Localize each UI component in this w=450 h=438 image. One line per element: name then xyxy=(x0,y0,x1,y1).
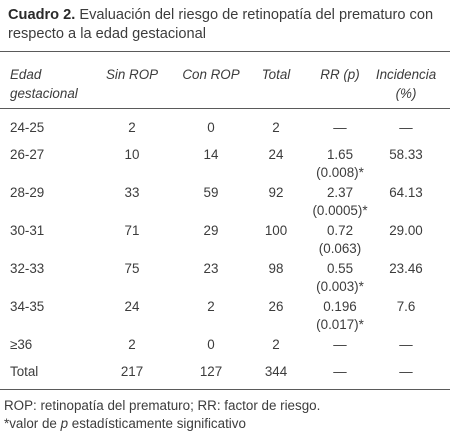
table-header-rule xyxy=(0,108,450,109)
row-rr-p: (0.008)* xyxy=(316,165,364,180)
header-edad-line1: Edad xyxy=(10,67,42,82)
row-con-rop: 59 xyxy=(203,185,219,200)
row-edad: 28-29 xyxy=(10,185,45,200)
row-con-rop: 0 xyxy=(207,120,215,135)
footnote-abbreviations: ROP: retinopatía del prematuro; RR: fact… xyxy=(4,398,321,413)
row-rr: — xyxy=(333,120,347,135)
row-sin-rop: 10 xyxy=(124,147,140,162)
row-total: 2 xyxy=(272,337,280,352)
table-top-rule xyxy=(0,51,450,52)
caption-text-line2: respecto a la edad gestacional xyxy=(8,26,206,42)
header-incidencia-line1: Incidencia xyxy=(375,67,437,82)
row-total: 92 xyxy=(268,185,284,200)
row-incidencia: — xyxy=(399,364,413,379)
header-rr: RR (p) xyxy=(320,67,360,82)
row-sin-rop: 71 xyxy=(124,223,140,238)
row-total: 26 xyxy=(268,299,284,314)
row-sin-rop: 217 xyxy=(120,364,144,379)
footnote-significance: *valor de p estadísticamente significati… xyxy=(4,415,246,433)
row-rr: 0.196 xyxy=(323,299,357,314)
row-con-rop: 29 xyxy=(203,223,219,238)
row-con-rop: 23 xyxy=(203,261,219,276)
row-rr: 0.72 xyxy=(326,223,354,238)
row-sin-rop: 24 xyxy=(124,299,140,314)
header-edad-line2: gestacional xyxy=(10,86,78,101)
table-caption: Cuadro 2. Evaluación del riesgo de retin… xyxy=(8,6,448,44)
row-edad: 30-31 xyxy=(10,223,45,238)
row-rr: 1.65 xyxy=(326,147,354,162)
row-incidencia: 23.46 xyxy=(389,261,423,276)
row-incidencia: 29.00 xyxy=(389,223,423,238)
row-rr: 2.37 xyxy=(326,185,354,200)
footnote-suffix: estadísticamente significativo xyxy=(68,416,246,431)
row-total: 98 xyxy=(268,261,284,276)
row-rr: — xyxy=(333,337,347,352)
caption-label: Cuadro 2. xyxy=(8,7,76,23)
row-total: 344 xyxy=(264,364,288,379)
row-rr-p: (0.003)* xyxy=(316,279,364,294)
header-total: Total xyxy=(261,67,291,82)
row-con-rop: 127 xyxy=(199,364,223,379)
row-con-rop: 0 xyxy=(207,337,215,352)
row-incidencia: 58.33 xyxy=(389,147,423,162)
row-rr: — xyxy=(333,364,347,379)
row-rr-p: (0.0005)* xyxy=(312,203,368,218)
row-rr-p: (0.063) xyxy=(318,241,362,256)
row-incidencia: 64.13 xyxy=(389,185,423,200)
row-edad: 32-33 xyxy=(10,261,45,276)
header-con-rop: Con ROP xyxy=(182,67,240,82)
row-edad: 26-27 xyxy=(10,147,45,162)
row-sin-rop: 75 xyxy=(124,261,140,276)
row-incidencia: — xyxy=(399,337,413,352)
row-sin-rop: 33 xyxy=(124,185,140,200)
caption-text-line1: Evaluación del riesgo de retinopatía del… xyxy=(75,7,434,23)
header-incidencia-line2: (%) xyxy=(395,86,417,101)
footnote-p-variable: p xyxy=(60,416,69,431)
row-rr: 0.55 xyxy=(326,261,354,276)
footnote-prefix: *valor de xyxy=(4,416,61,431)
table-bottom-rule xyxy=(0,389,450,390)
row-edad: Total xyxy=(10,364,39,379)
row-total: 24 xyxy=(268,147,284,162)
row-edad: 24-25 xyxy=(10,120,45,135)
row-incidencia: — xyxy=(399,120,413,135)
row-rr-p: (0.017)* xyxy=(316,317,364,332)
row-total: 2 xyxy=(272,120,280,135)
row-total: 100 xyxy=(264,223,288,238)
row-incidencia: 7.6 xyxy=(396,299,416,314)
row-sin-rop: 2 xyxy=(128,120,136,135)
row-sin-rop: 2 xyxy=(128,337,136,352)
row-edad: 34-35 xyxy=(10,299,45,314)
row-con-rop: 2 xyxy=(207,299,215,314)
row-con-rop: 14 xyxy=(203,147,219,162)
header-sin-rop: Sin ROP xyxy=(105,67,159,82)
row-edad: ≥36 xyxy=(10,337,33,352)
